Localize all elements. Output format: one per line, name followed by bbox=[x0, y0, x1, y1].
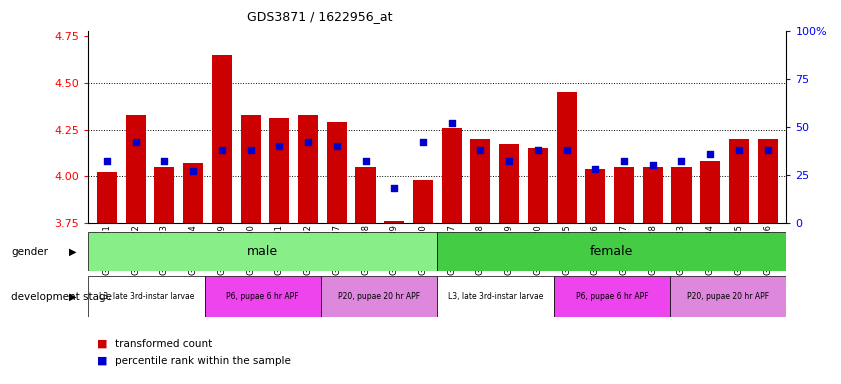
Bar bbox=[413, 180, 433, 223]
Bar bbox=[499, 144, 519, 223]
Text: ▶: ▶ bbox=[69, 292, 77, 302]
Bar bbox=[298, 114, 318, 223]
Bar bbox=[125, 114, 145, 223]
Text: GDS3871 / 1622956_at: GDS3871 / 1622956_at bbox=[246, 10, 393, 23]
Bar bbox=[643, 167, 663, 223]
Bar bbox=[384, 221, 405, 223]
Point bbox=[646, 162, 659, 168]
Point bbox=[674, 158, 688, 164]
Point bbox=[158, 158, 172, 164]
Point bbox=[733, 147, 746, 153]
Text: transformed count: transformed count bbox=[115, 339, 213, 349]
Text: ■: ■ bbox=[97, 339, 107, 349]
Text: ■: ■ bbox=[97, 356, 107, 366]
Point bbox=[502, 158, 516, 164]
Bar bbox=[97, 172, 117, 223]
Point bbox=[388, 185, 401, 191]
Bar bbox=[321, 276, 437, 317]
Point bbox=[560, 147, 574, 153]
Text: P20, pupae 20 hr APF: P20, pupae 20 hr APF bbox=[687, 292, 770, 301]
Bar bbox=[557, 92, 577, 223]
Bar bbox=[671, 167, 691, 223]
Point bbox=[215, 147, 229, 153]
Point bbox=[761, 147, 775, 153]
Text: P6, pupae 6 hr APF: P6, pupae 6 hr APF bbox=[575, 292, 648, 301]
Point bbox=[359, 158, 373, 164]
Bar bbox=[155, 167, 174, 223]
Bar bbox=[356, 167, 376, 223]
Bar bbox=[758, 139, 778, 223]
Point bbox=[129, 139, 142, 145]
Point bbox=[532, 147, 545, 153]
Text: P20, pupae 20 hr APF: P20, pupae 20 hr APF bbox=[338, 292, 420, 301]
Point bbox=[617, 158, 631, 164]
Text: P6, pupae 6 hr APF: P6, pupae 6 hr APF bbox=[226, 292, 299, 301]
Point bbox=[473, 147, 487, 153]
Bar bbox=[614, 167, 634, 223]
Text: L3, late 3rd-instar larvae: L3, late 3rd-instar larvae bbox=[98, 292, 194, 301]
Bar bbox=[183, 163, 204, 223]
Point bbox=[330, 143, 343, 149]
Point bbox=[244, 147, 257, 153]
Point bbox=[703, 151, 717, 157]
Bar bbox=[528, 148, 548, 223]
Text: gender: gender bbox=[11, 247, 48, 257]
Point bbox=[589, 166, 602, 172]
Bar bbox=[437, 232, 786, 271]
Text: ▶: ▶ bbox=[69, 247, 77, 257]
Point bbox=[301, 139, 315, 145]
Bar bbox=[553, 276, 670, 317]
Bar bbox=[470, 139, 490, 223]
Bar bbox=[442, 127, 462, 223]
Bar bbox=[204, 276, 321, 317]
Bar bbox=[437, 276, 553, 317]
Bar bbox=[88, 232, 437, 271]
Bar bbox=[729, 139, 749, 223]
Text: female: female bbox=[590, 245, 633, 258]
Bar bbox=[212, 55, 232, 223]
Bar bbox=[585, 169, 606, 223]
Point bbox=[416, 139, 430, 145]
Text: development stage: development stage bbox=[11, 292, 112, 302]
Bar bbox=[88, 276, 204, 317]
Bar bbox=[701, 161, 720, 223]
Point bbox=[187, 168, 200, 174]
Point bbox=[272, 143, 286, 149]
Bar bbox=[241, 114, 261, 223]
Bar bbox=[326, 122, 346, 223]
Text: male: male bbox=[247, 245, 278, 258]
Text: L3, late 3rd-instar larvae: L3, late 3rd-instar larvae bbox=[447, 292, 543, 301]
Point bbox=[100, 158, 114, 164]
Bar bbox=[269, 118, 289, 223]
Bar bbox=[670, 276, 786, 317]
Text: percentile rank within the sample: percentile rank within the sample bbox=[115, 356, 291, 366]
Point bbox=[445, 120, 458, 126]
